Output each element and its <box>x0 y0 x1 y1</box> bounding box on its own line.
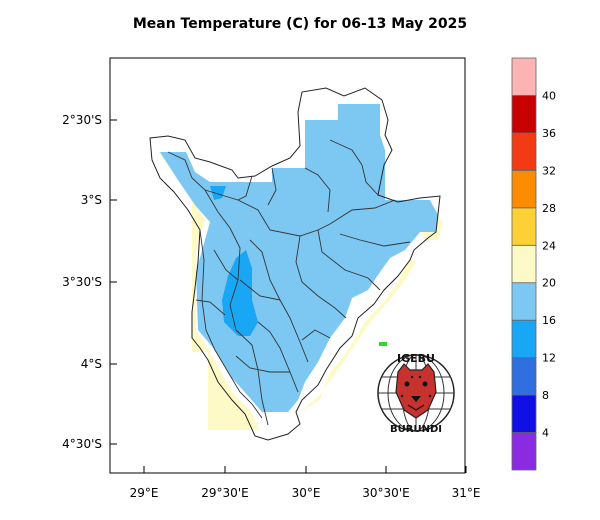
x-tick-label: 29°E <box>130 486 159 500</box>
colorbar-segment <box>511 95 537 134</box>
y-tick-label: 4°30'S <box>62 437 102 451</box>
colorbar-label: 12 <box>542 352 556 365</box>
x-tick-label: 30°E <box>292 486 321 500</box>
colorbar-label: 32 <box>542 164 556 177</box>
green-cell <box>379 342 387 346</box>
map-title: Mean Temperature (C) for 06-13 May 2025 <box>132 16 468 32</box>
colorbar-segment <box>511 169 537 209</box>
colorbar-segment <box>511 132 537 171</box>
colorbar-label: 16 <box>542 314 556 327</box>
colorbar-label: 40 <box>542 89 556 102</box>
y-tick-label: 3°30'S <box>62 275 102 289</box>
colorbar: 4 8 12 16 20 24 28 32 36 40 <box>511 57 556 471</box>
x-tick-label: 30°30'E <box>362 486 409 500</box>
igebu-logo: IGEBU BURUNDI <box>377 352 455 435</box>
y-tick-label: 4°S <box>81 357 102 371</box>
colorbar-label: 4 <box>542 427 549 440</box>
colorbar-segment <box>511 57 537 96</box>
colorbar-segment <box>511 207 537 246</box>
colorbar-segment <box>511 282 537 321</box>
temperature-field-medium-blue <box>210 186 258 336</box>
colorbar-label: 28 <box>542 202 556 215</box>
logo-bottom-text: BURUNDI <box>390 424 442 435</box>
colorbar-segment <box>511 357 537 396</box>
y-tick-marks <box>110 119 117 445</box>
x-tick-label: 31°E <box>452 486 481 500</box>
x-tick-label: 29°30'E <box>201 486 248 500</box>
colorbar-label: 8 <box>542 389 549 402</box>
y-tick-label: 2°30'S <box>62 113 102 127</box>
logo-top-text: IGEBU <box>397 352 435 365</box>
colorbar-segment <box>511 244 537 284</box>
country-outline <box>149 87 441 441</box>
lake-shore-line <box>199 229 263 419</box>
colorbar-label: 20 <box>542 277 556 290</box>
temperature-field-light-blue <box>160 104 438 412</box>
colorbar-segment <box>511 319 537 359</box>
colorbar-segment <box>511 394 537 433</box>
colorbar-segment <box>511 432 537 471</box>
leopard-head-icon <box>395 363 437 419</box>
colorbar-label: 24 <box>542 239 556 252</box>
province-boundaries <box>167 139 411 426</box>
y-tick-label: 3°S <box>81 193 102 207</box>
x-tick-marks <box>143 466 467 473</box>
colorbar-label: 36 <box>542 127 556 140</box>
